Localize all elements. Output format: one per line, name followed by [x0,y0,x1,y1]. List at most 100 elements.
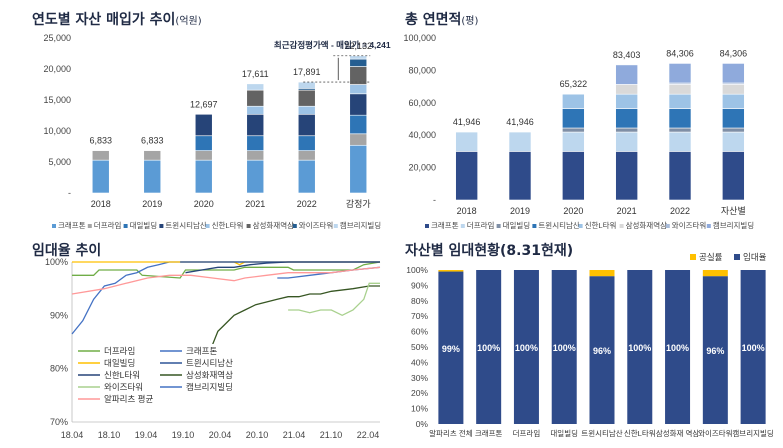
chart1-total-label: 22,132 [344,41,372,51]
chart2-legend-label: 캠브리지빌딩 [713,220,754,230]
chart2-legend-swatch [496,224,501,228]
chart4-legend-swatch [734,254,740,260]
chart1-bar-segment [194,150,213,161]
chart3-x-tick: 20.10 [246,430,269,440]
chart1-bar-segment [246,150,265,161]
chart4-x-tick: 신한L타워 [624,429,656,438]
chart4-data-label: 100% [477,343,500,353]
chart3-legend-label: 트윈시티남산 [186,358,233,368]
chart4-legend-label: 공실률 [699,252,723,262]
chart2-bar-segment [562,151,585,201]
chart1-title: 연도별 자산 매입가 추이(억원) [32,9,202,29]
chart4-data-label: 96% [706,346,724,356]
chart1-bar-segment [246,113,265,137]
chart1-annotation: 최근감정평가액 - 매입가 = 4,241 [274,40,391,50]
chart2-bar-segment [668,84,692,95]
chart1-x-tick: 2022 [297,199,317,209]
chart3-x-tick: 19.10 [172,430,195,440]
chart4-data-label: 100% [742,343,765,353]
chart4-x-tick: 삼성화재 역삼 [656,428,700,438]
chart1-total-label: 17,891 [293,67,321,77]
chart1-x-tick: 2019 [142,199,162,209]
chart3-legend-box [74,344,244,412]
chart4-bar-vacancy [589,270,615,277]
chart3-y-tick: 70% [50,417,68,427]
chart1-title-unit: (억원) [175,16,202,27]
chart1-bar-segment [143,150,162,161]
chart2-bar-segment [668,108,692,129]
chart1-y-tick: 20,000 [43,64,71,74]
chart1-legend-swatch [246,224,251,228]
chart2-legend-label: 신한L타워 [585,221,617,230]
chart4-y-tick: 40% [411,357,428,367]
chart2-total-label: 84,306 [720,48,748,58]
chart1-bar-segment [91,159,110,194]
chart1-legend-swatch [292,224,297,228]
chart2-x-tick: 2019 [510,206,530,216]
chart1-legend-swatch [333,224,338,228]
chart1-bar-segment [246,159,265,194]
chart1-bar-segment [349,93,368,116]
chart1-legend-swatch [52,224,56,228]
chart1-bar-segment [349,55,368,60]
chart2-legend-label: 트윈시티남산 [538,220,579,230]
chart1-bar-segment [297,150,316,161]
chart1-bar-segment [297,135,316,151]
chart1-bar-segment [91,150,110,161]
chart3-legend-label: 캠브리지빌딩 [186,382,233,392]
chart4-bar-occupancy [589,276,615,424]
chart4-bar-vacancy [438,270,464,272]
chart2-bar-segment [562,127,585,133]
chart1-y-tick: - [68,188,71,198]
chart1-bar-segment [194,113,213,137]
chart1-y-tick: 25,000 [43,33,71,43]
chart3-x-tick: 22.04 [357,430,380,440]
chart4-data-label: 100% [553,343,576,353]
chart4-legend-swatch [690,254,696,260]
chart1-bar-segment [194,159,213,194]
chart4-y-tick: 10% [411,404,428,414]
chart2-legend-swatch [619,224,624,228]
chart4-x-tick: 더프라임 [513,429,541,438]
chart4-title-main: 자산별 임대현황(8.31현재) [405,243,574,259]
chart4-bar-occupancy [438,271,464,424]
chart3-y-tick: 80% [50,364,68,374]
chart2-legend-swatch [532,224,537,228]
chart3-legend-label: 대일빌딩 [104,358,135,368]
chart4-bar-occupancy [551,270,577,424]
chart4-bar-occupancy [513,270,539,424]
chart3-series-line [185,261,380,274]
chart4-data-label: 99% [442,344,460,354]
chart1-bar-segment [349,133,368,146]
chart2-legend-label: 크래프톤 [431,221,459,230]
chart3-x-tick: 20.04 [209,430,232,440]
chart2-bar-segment [562,131,585,152]
chart1-bar-segment [246,135,265,151]
chart1-bar-segment [194,135,213,151]
chart3-legend-label: 알파리츠 평균 [104,394,153,404]
chart1-x-tick: 감정가 [346,198,371,209]
chart2-bar-segment [668,93,692,109]
chart1-total-label: 12,697 [190,99,218,109]
chart4-y-tick: 90% [411,280,428,290]
chart3-title-main: 임대율 추이 [32,243,102,259]
chart3-title: 임대율 추이 [32,240,101,260]
chart2-y-tick: - [433,195,436,205]
chart1-bar-segment [297,105,316,115]
chart1-legend-label: 트윈시티남산 [165,220,206,230]
chart1-legend-label: 크래프톤 [58,221,86,230]
chart1-legend-label: 더프라임 [94,221,122,230]
chart1-legend-swatch [205,224,210,228]
chart4-x-tick: 캠브리지빌딩 [732,428,773,438]
chart2-legend-label: 와이즈타워 [672,220,707,230]
chart2-bar-segment [455,151,478,201]
chart3-series-line [72,261,381,279]
chart1-legend-label: 대일빌딩 [130,220,158,230]
chart1-bar-segment [349,58,368,67]
chart2-bar-segment [615,151,638,201]
chart3-y-tick: 100% [45,257,68,267]
chart3-legend-label: 삼성화재역삼 [186,370,233,380]
chart4-x-tick: 트윈시티남산 [581,428,622,438]
chart3-series-line [71,266,381,295]
chart2-title-main: 총 연면적 [405,12,462,28]
